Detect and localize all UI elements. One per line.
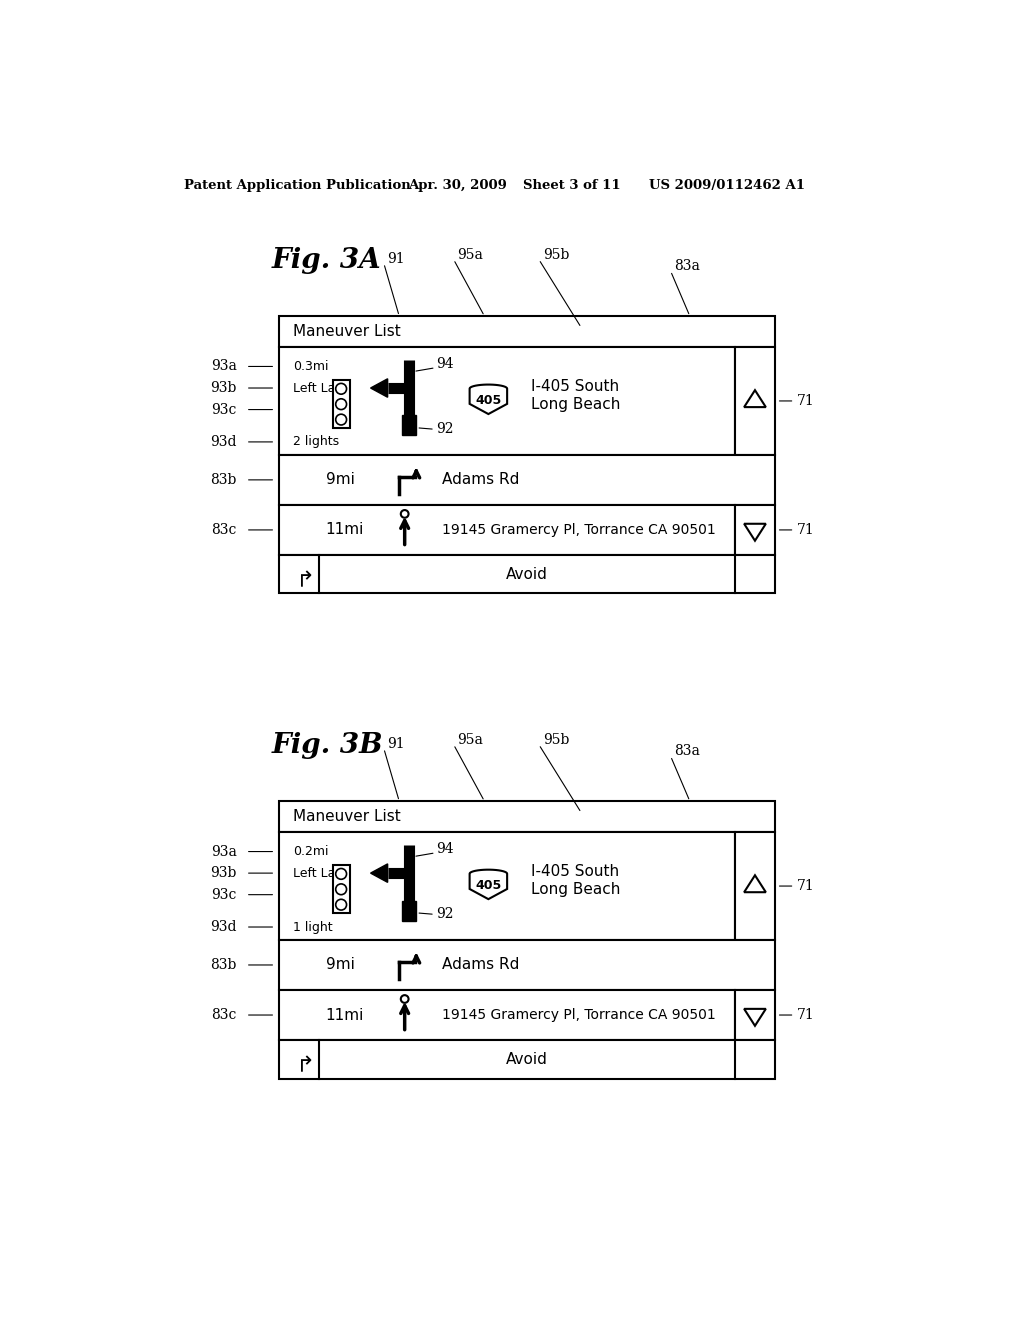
Circle shape bbox=[336, 869, 346, 879]
Text: 9mi: 9mi bbox=[326, 473, 354, 487]
Text: Sheet 3 of 11: Sheet 3 of 11 bbox=[523, 178, 621, 191]
Text: 94: 94 bbox=[436, 356, 454, 371]
Bar bbox=[402, 900, 417, 920]
Circle shape bbox=[336, 399, 346, 409]
Bar bbox=[280, 1040, 775, 1078]
Text: 95b: 95b bbox=[543, 733, 569, 747]
Text: Avoid: Avoid bbox=[506, 1052, 548, 1067]
Text: I-405 South
Long Beach: I-405 South Long Beach bbox=[531, 379, 621, 412]
Text: US 2009/0112462 A1: US 2009/0112462 A1 bbox=[649, 178, 805, 191]
Text: 93b: 93b bbox=[210, 381, 237, 395]
Bar bbox=[280, 347, 735, 455]
Bar bbox=[280, 990, 735, 1040]
Text: 93b: 93b bbox=[210, 866, 237, 880]
Text: 92: 92 bbox=[436, 907, 454, 921]
Circle shape bbox=[336, 414, 346, 425]
Text: 83a: 83a bbox=[675, 259, 700, 273]
Text: 71: 71 bbox=[797, 393, 814, 408]
Text: Patent Application Publication: Patent Application Publication bbox=[183, 178, 411, 191]
Text: I-405 South
Long Beach: I-405 South Long Beach bbox=[531, 865, 621, 896]
Bar bbox=[280, 455, 775, 506]
Text: 95a: 95a bbox=[458, 248, 483, 261]
Polygon shape bbox=[470, 384, 507, 414]
Bar bbox=[333, 866, 349, 913]
Text: 91: 91 bbox=[388, 252, 406, 265]
Text: Adams Rd: Adams Rd bbox=[442, 473, 519, 487]
Text: Fig. 3A: Fig. 3A bbox=[271, 247, 381, 275]
Text: 71: 71 bbox=[797, 523, 814, 537]
Bar bbox=[280, 506, 735, 554]
Bar bbox=[280, 554, 775, 594]
Polygon shape bbox=[371, 379, 388, 397]
Text: Left Lane: Left Lane bbox=[293, 381, 351, 395]
Polygon shape bbox=[744, 391, 766, 407]
Polygon shape bbox=[744, 875, 766, 892]
Text: Maneuver List: Maneuver List bbox=[293, 809, 400, 824]
Text: 19145 Gramercy Pl, Torrance CA 90501: 19145 Gramercy Pl, Torrance CA 90501 bbox=[442, 1008, 716, 1022]
Bar bbox=[735, 832, 775, 940]
Text: 93c: 93c bbox=[211, 403, 237, 417]
Circle shape bbox=[336, 383, 346, 395]
Text: 19145 Gramercy Pl, Torrance CA 90501: 19145 Gramercy Pl, Torrance CA 90501 bbox=[442, 523, 716, 537]
Bar bbox=[280, 940, 775, 990]
Text: Left Lane: Left Lane bbox=[293, 867, 351, 879]
Text: ↲: ↲ bbox=[290, 564, 308, 585]
Text: Maneuver List: Maneuver List bbox=[293, 325, 400, 339]
Text: 83a: 83a bbox=[675, 744, 700, 758]
Text: Avoid: Avoid bbox=[506, 566, 548, 582]
Bar bbox=[280, 801, 775, 832]
Text: 91: 91 bbox=[388, 737, 406, 751]
Text: 0.3mi: 0.3mi bbox=[293, 360, 329, 374]
Bar bbox=[402, 416, 417, 436]
Polygon shape bbox=[371, 863, 388, 882]
Text: 71: 71 bbox=[797, 1008, 814, 1022]
Text: 71: 71 bbox=[797, 879, 814, 894]
Text: 405: 405 bbox=[475, 879, 502, 892]
Text: 11mi: 11mi bbox=[326, 1007, 364, 1023]
Text: 93c: 93c bbox=[211, 887, 237, 902]
Text: 95a: 95a bbox=[458, 733, 483, 747]
Text: 405: 405 bbox=[475, 393, 502, 407]
Text: ↲: ↲ bbox=[290, 1049, 308, 1069]
Circle shape bbox=[400, 995, 409, 1003]
Text: 93d: 93d bbox=[210, 434, 237, 449]
Bar bbox=[280, 317, 775, 347]
Text: 11mi: 11mi bbox=[326, 523, 364, 537]
Bar bbox=[735, 990, 775, 1040]
Text: 83b: 83b bbox=[210, 958, 237, 972]
Text: Apr. 30, 2009: Apr. 30, 2009 bbox=[409, 178, 508, 191]
Bar bbox=[735, 506, 775, 554]
Circle shape bbox=[336, 899, 346, 909]
Circle shape bbox=[400, 510, 409, 517]
Text: 2 lights: 2 lights bbox=[293, 436, 339, 449]
Text: 93d: 93d bbox=[210, 920, 237, 935]
Text: Adams Rd: Adams Rd bbox=[442, 957, 519, 973]
Polygon shape bbox=[744, 1008, 766, 1026]
Text: 1 light: 1 light bbox=[293, 920, 333, 933]
Circle shape bbox=[336, 884, 346, 895]
Polygon shape bbox=[744, 524, 766, 541]
Text: 83c: 83c bbox=[211, 523, 237, 537]
Bar bbox=[333, 380, 349, 428]
Bar bbox=[735, 347, 775, 455]
Text: 0.2mi: 0.2mi bbox=[293, 845, 329, 858]
Text: 93a: 93a bbox=[211, 359, 237, 374]
Text: 83c: 83c bbox=[211, 1008, 237, 1022]
Text: 94: 94 bbox=[436, 842, 454, 855]
Text: 93a: 93a bbox=[211, 845, 237, 858]
Bar bbox=[280, 832, 735, 940]
Text: Fig. 3B: Fig. 3B bbox=[271, 733, 383, 759]
Text: 95b: 95b bbox=[543, 248, 569, 261]
Text: 9mi: 9mi bbox=[326, 957, 354, 973]
Text: 92: 92 bbox=[436, 422, 454, 437]
Polygon shape bbox=[470, 870, 507, 899]
Text: 83b: 83b bbox=[210, 473, 237, 487]
